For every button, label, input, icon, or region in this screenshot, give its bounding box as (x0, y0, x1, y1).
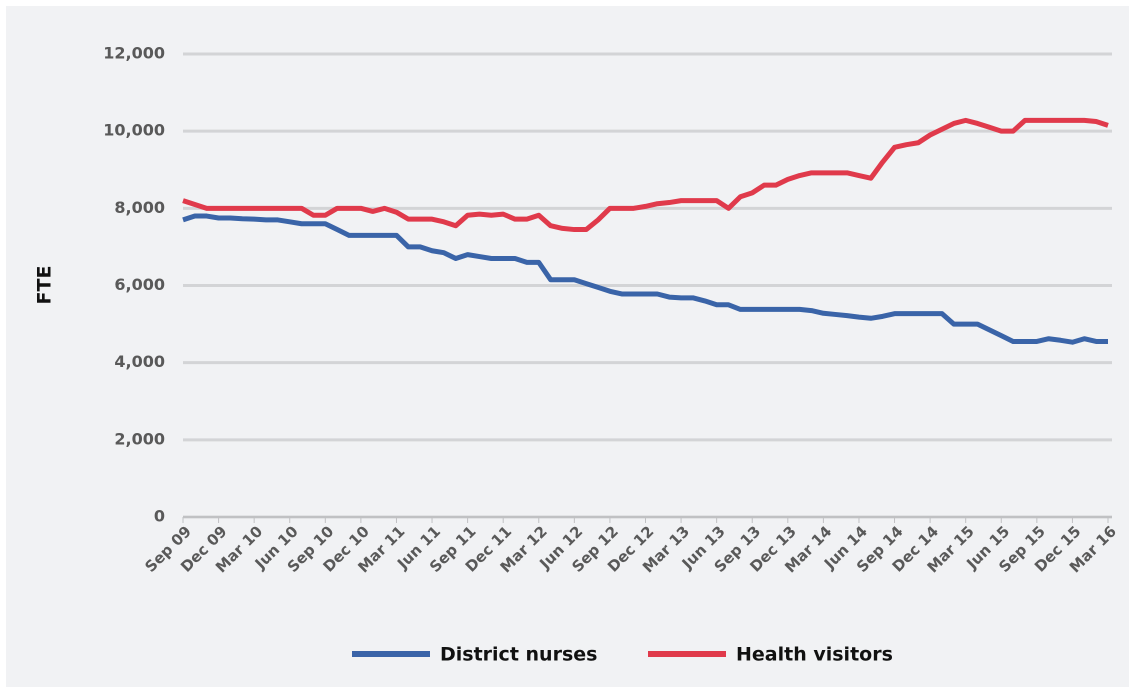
y-tick-label: 12,000 (103, 44, 165, 63)
chart-background (6, 6, 1129, 687)
legend-label: District nurses (440, 644, 597, 666)
y-tick-label: 4,000 (114, 352, 165, 371)
y-tick-label: 6,000 (114, 275, 165, 294)
line-series (182, 213, 1108, 345)
legend-label: Health visitors (736, 644, 893, 666)
line-series (182, 117, 1109, 233)
y-tick-label: 10,000 (103, 121, 165, 140)
y-tick-label: 0 (154, 507, 165, 526)
y-tick-label: 8,000 (114, 198, 165, 217)
y-axis-label: FTE (34, 266, 56, 305)
y-tick-label: 2,000 (114, 429, 165, 448)
